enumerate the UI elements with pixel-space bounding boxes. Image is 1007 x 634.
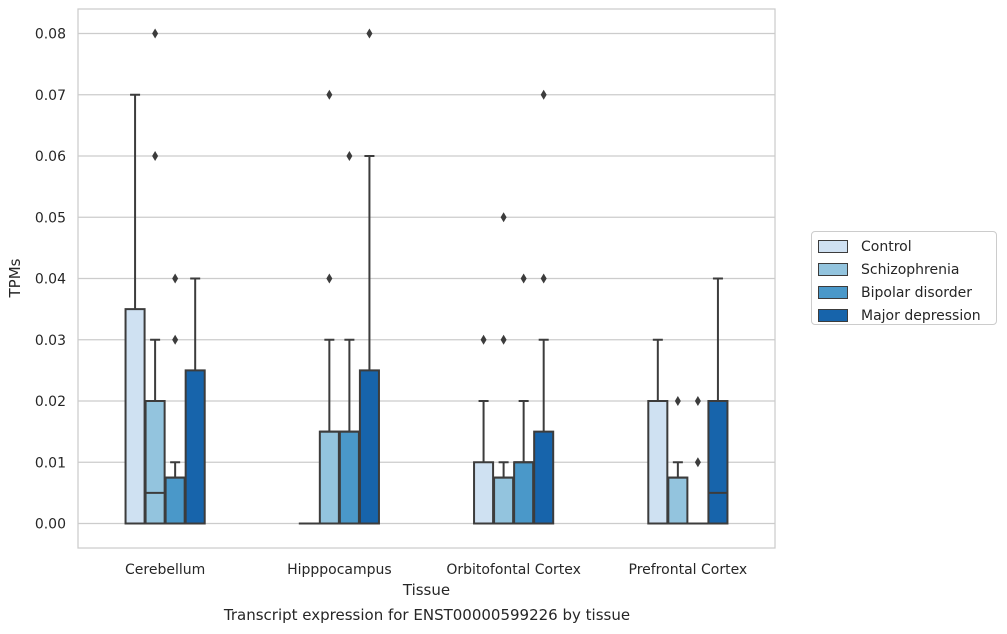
y-tick-label: 0.01 (35, 455, 66, 471)
y-tick-label: 0.07 (35, 88, 66, 104)
flier-point (694, 457, 701, 468)
box-body (707, 400, 729, 525)
y-axis-label: TPMs (6, 258, 24, 298)
box-2-2 (513, 273, 535, 525)
box-0-1 (144, 28, 166, 525)
box-3-0 (647, 338, 669, 525)
legend: Control Schizophrenia Bipolar disorder M… (811, 231, 997, 325)
box-1-3 (358, 28, 380, 525)
box-0-2 (164, 273, 186, 525)
x-axis-label: Tissue (402, 581, 450, 599)
y-axis-ticks: 0.00 0.01 0.02 0.03 0.04 0.05 0.06 0.07 0.08 (35, 27, 66, 533)
flier-point (540, 89, 547, 100)
flier-point (540, 273, 547, 284)
legend-item-bipolar-disorder: Bipolar disorder (818, 281, 990, 304)
legend-label-control: Control (861, 238, 912, 255)
flier-point (500, 334, 507, 345)
box-body (318, 430, 340, 525)
x-tick-label: Cerebellum (125, 562, 205, 578)
x-tick-label: Hipppocampus (287, 562, 392, 578)
y-tick-label: 0.02 (35, 394, 66, 410)
legend-swatch-major-depression (818, 309, 848, 322)
box-body (124, 308, 146, 525)
flier-point (694, 396, 701, 406)
box-0-3 (184, 277, 206, 525)
flier-point (326, 89, 333, 100)
flier-point (152, 28, 159, 39)
box-body (164, 476, 186, 525)
flier-point (480, 334, 487, 345)
chart-caption: Transcript expression for ENST0000059922… (223, 606, 631, 624)
legend-label-bipolar-disorder: Bipolar disorder (861, 284, 973, 301)
flier-point (152, 151, 159, 161)
box-1-1 (318, 89, 340, 525)
box-0-0 (124, 93, 146, 525)
y-tick-label: 0.00 (35, 517, 66, 533)
box-body (647, 400, 669, 525)
y-tick-label: 0.04 (35, 272, 66, 288)
legend-label-major-depression: Major depression (861, 307, 981, 324)
legend-swatch-schizophrenia (818, 263, 848, 276)
box-2-0 (473, 334, 495, 525)
legend-swatch-control (818, 240, 848, 253)
flier-point (520, 273, 527, 284)
x-tick-label: Prefrontal Cortex (629, 562, 748, 578)
box-3-1 (667, 396, 689, 525)
y-tick-label: 0.05 (35, 210, 66, 226)
y-tick-label: 0.06 (35, 149, 66, 165)
flier-point (500, 212, 507, 223)
box-body (338, 430, 360, 525)
legend-label-schizophrenia: Schizophrenia (861, 261, 960, 278)
y-tick-label: 0.08 (35, 27, 66, 43)
x-axis-ticks: Cerebellum Hipppocampus Orbitofontal Corte… (125, 562, 747, 578)
box-3-3 (707, 277, 729, 525)
legend-swatch-bipolar-disorder (818, 286, 848, 299)
legend-item-control: Control (818, 235, 990, 258)
box-body (144, 400, 166, 525)
flier-point (674, 396, 681, 406)
legend-item-schizophrenia: Schizophrenia (818, 258, 990, 281)
box-body (533, 430, 555, 525)
legend-item-major-depression: Major depression (818, 304, 990, 327)
flier-point (366, 28, 373, 39)
box-body (493, 476, 515, 525)
box-body (184, 369, 206, 525)
box-2-3 (533, 89, 555, 525)
boxes (124, 28, 729, 525)
x-tick-label: Orbitofontal Cortex (446, 562, 581, 578)
flier-point (346, 151, 353, 161)
flier-point (326, 273, 333, 284)
box-body (513, 461, 535, 525)
y-tick-label: 0.03 (35, 333, 66, 349)
box-body (473, 461, 495, 525)
flier-point (172, 273, 179, 284)
box-body (667, 476, 689, 525)
flier-point (172, 334, 179, 345)
box-body (358, 369, 380, 525)
box-2-1 (493, 212, 515, 525)
box-1-2 (338, 151, 360, 525)
